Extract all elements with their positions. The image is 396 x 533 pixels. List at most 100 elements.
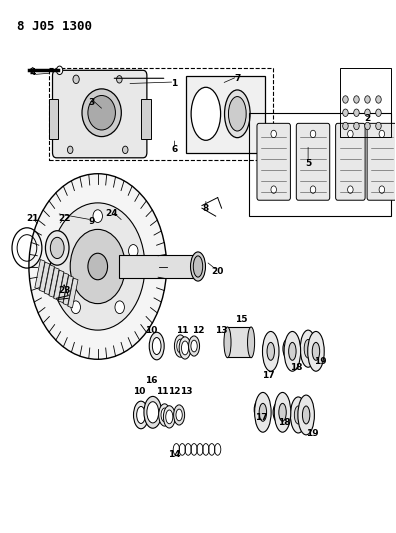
Text: 19: 19 (306, 429, 318, 438)
Circle shape (365, 122, 370, 130)
Text: 16: 16 (145, 376, 157, 385)
Circle shape (73, 75, 79, 84)
Bar (119, 255, 198, 278)
Circle shape (354, 96, 359, 103)
Ellipse shape (159, 404, 170, 426)
Ellipse shape (254, 399, 266, 420)
Text: 11: 11 (176, 326, 188, 335)
Text: 6: 6 (171, 146, 177, 155)
Text: 10: 10 (133, 386, 145, 395)
Bar (49, 268, 59, 297)
Ellipse shape (82, 89, 121, 136)
Ellipse shape (176, 409, 182, 421)
Bar (227, 327, 251, 357)
Circle shape (365, 96, 370, 103)
Ellipse shape (294, 406, 302, 424)
Ellipse shape (191, 87, 221, 140)
Circle shape (271, 186, 276, 193)
Circle shape (93, 210, 103, 222)
Circle shape (310, 186, 316, 193)
Ellipse shape (308, 332, 324, 371)
Circle shape (29, 174, 167, 359)
Circle shape (71, 301, 80, 313)
Circle shape (379, 130, 385, 138)
Ellipse shape (179, 337, 191, 359)
Ellipse shape (173, 405, 185, 425)
Circle shape (348, 186, 353, 193)
Text: 4: 4 (30, 68, 36, 77)
Bar (68, 278, 78, 308)
Circle shape (354, 122, 359, 130)
FancyBboxPatch shape (296, 123, 330, 200)
Ellipse shape (191, 340, 197, 352)
Text: 17: 17 (263, 370, 275, 379)
Ellipse shape (267, 342, 274, 360)
Circle shape (51, 203, 145, 330)
Text: 18: 18 (278, 418, 291, 427)
Ellipse shape (263, 332, 279, 371)
Circle shape (379, 186, 385, 193)
Ellipse shape (298, 395, 314, 435)
Ellipse shape (303, 406, 310, 424)
Text: 9: 9 (89, 217, 95, 226)
Circle shape (116, 76, 122, 83)
Text: 7: 7 (234, 74, 240, 83)
Text: 8: 8 (203, 204, 209, 213)
Text: 8 J05 1300: 8 J05 1300 (17, 20, 92, 33)
Circle shape (310, 130, 316, 138)
Ellipse shape (304, 340, 312, 358)
Ellipse shape (50, 237, 64, 259)
Bar (49, 68, 273, 160)
Circle shape (88, 253, 108, 280)
Text: 2: 2 (364, 114, 370, 123)
Circle shape (365, 109, 370, 116)
Bar (186, 76, 265, 152)
Text: 19: 19 (314, 358, 326, 367)
Ellipse shape (88, 95, 115, 130)
Circle shape (57, 66, 63, 75)
Circle shape (57, 245, 67, 257)
Bar (35, 260, 45, 289)
Circle shape (348, 130, 353, 138)
Ellipse shape (190, 252, 206, 281)
Text: 12: 12 (192, 326, 204, 335)
Circle shape (354, 109, 359, 116)
Circle shape (376, 96, 381, 103)
Ellipse shape (279, 403, 286, 421)
Text: 22: 22 (58, 214, 70, 223)
FancyBboxPatch shape (336, 123, 365, 200)
Ellipse shape (248, 327, 255, 358)
Circle shape (343, 122, 348, 130)
Ellipse shape (274, 392, 291, 432)
Text: 14: 14 (168, 450, 181, 459)
Text: 18: 18 (290, 363, 303, 372)
FancyBboxPatch shape (257, 123, 290, 200)
Ellipse shape (273, 402, 284, 422)
Text: 11: 11 (156, 386, 169, 395)
Circle shape (376, 109, 381, 116)
Bar (58, 273, 69, 303)
Ellipse shape (263, 338, 275, 359)
Ellipse shape (193, 256, 203, 277)
Text: 17: 17 (255, 413, 267, 422)
Circle shape (129, 245, 138, 257)
Ellipse shape (164, 406, 175, 428)
Circle shape (122, 146, 128, 154)
Ellipse shape (177, 339, 184, 353)
Ellipse shape (289, 342, 296, 360)
Text: 10: 10 (145, 326, 157, 335)
Bar (49, 100, 58, 139)
Bar (54, 270, 64, 300)
Bar (249, 113, 391, 216)
Circle shape (271, 130, 276, 138)
Text: 23: 23 (58, 286, 70, 295)
Text: 24: 24 (105, 209, 118, 218)
Ellipse shape (286, 344, 291, 354)
Text: 1: 1 (171, 79, 177, 88)
Circle shape (343, 109, 348, 116)
Ellipse shape (224, 327, 231, 358)
Text: 3: 3 (89, 98, 95, 107)
Ellipse shape (257, 405, 263, 415)
Circle shape (115, 301, 124, 313)
Ellipse shape (147, 402, 159, 423)
